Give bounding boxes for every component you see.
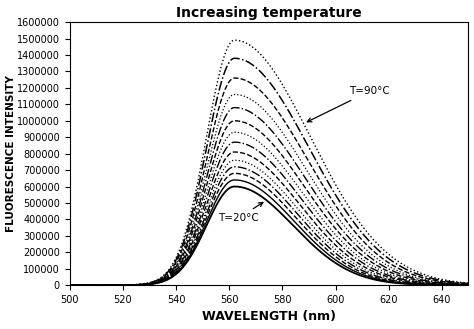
Y-axis label: FLUORESCENCE INTENSITY: FLUORESCENCE INTENSITY — [6, 75, 16, 232]
X-axis label: WAVELENGTH (nm): WAVELENGTH (nm) — [202, 311, 336, 323]
Title: Increasing temperature: Increasing temperature — [176, 6, 362, 19]
Text: T=90°C: T=90°C — [307, 87, 390, 122]
Text: T=20°C: T=20°C — [219, 202, 263, 223]
